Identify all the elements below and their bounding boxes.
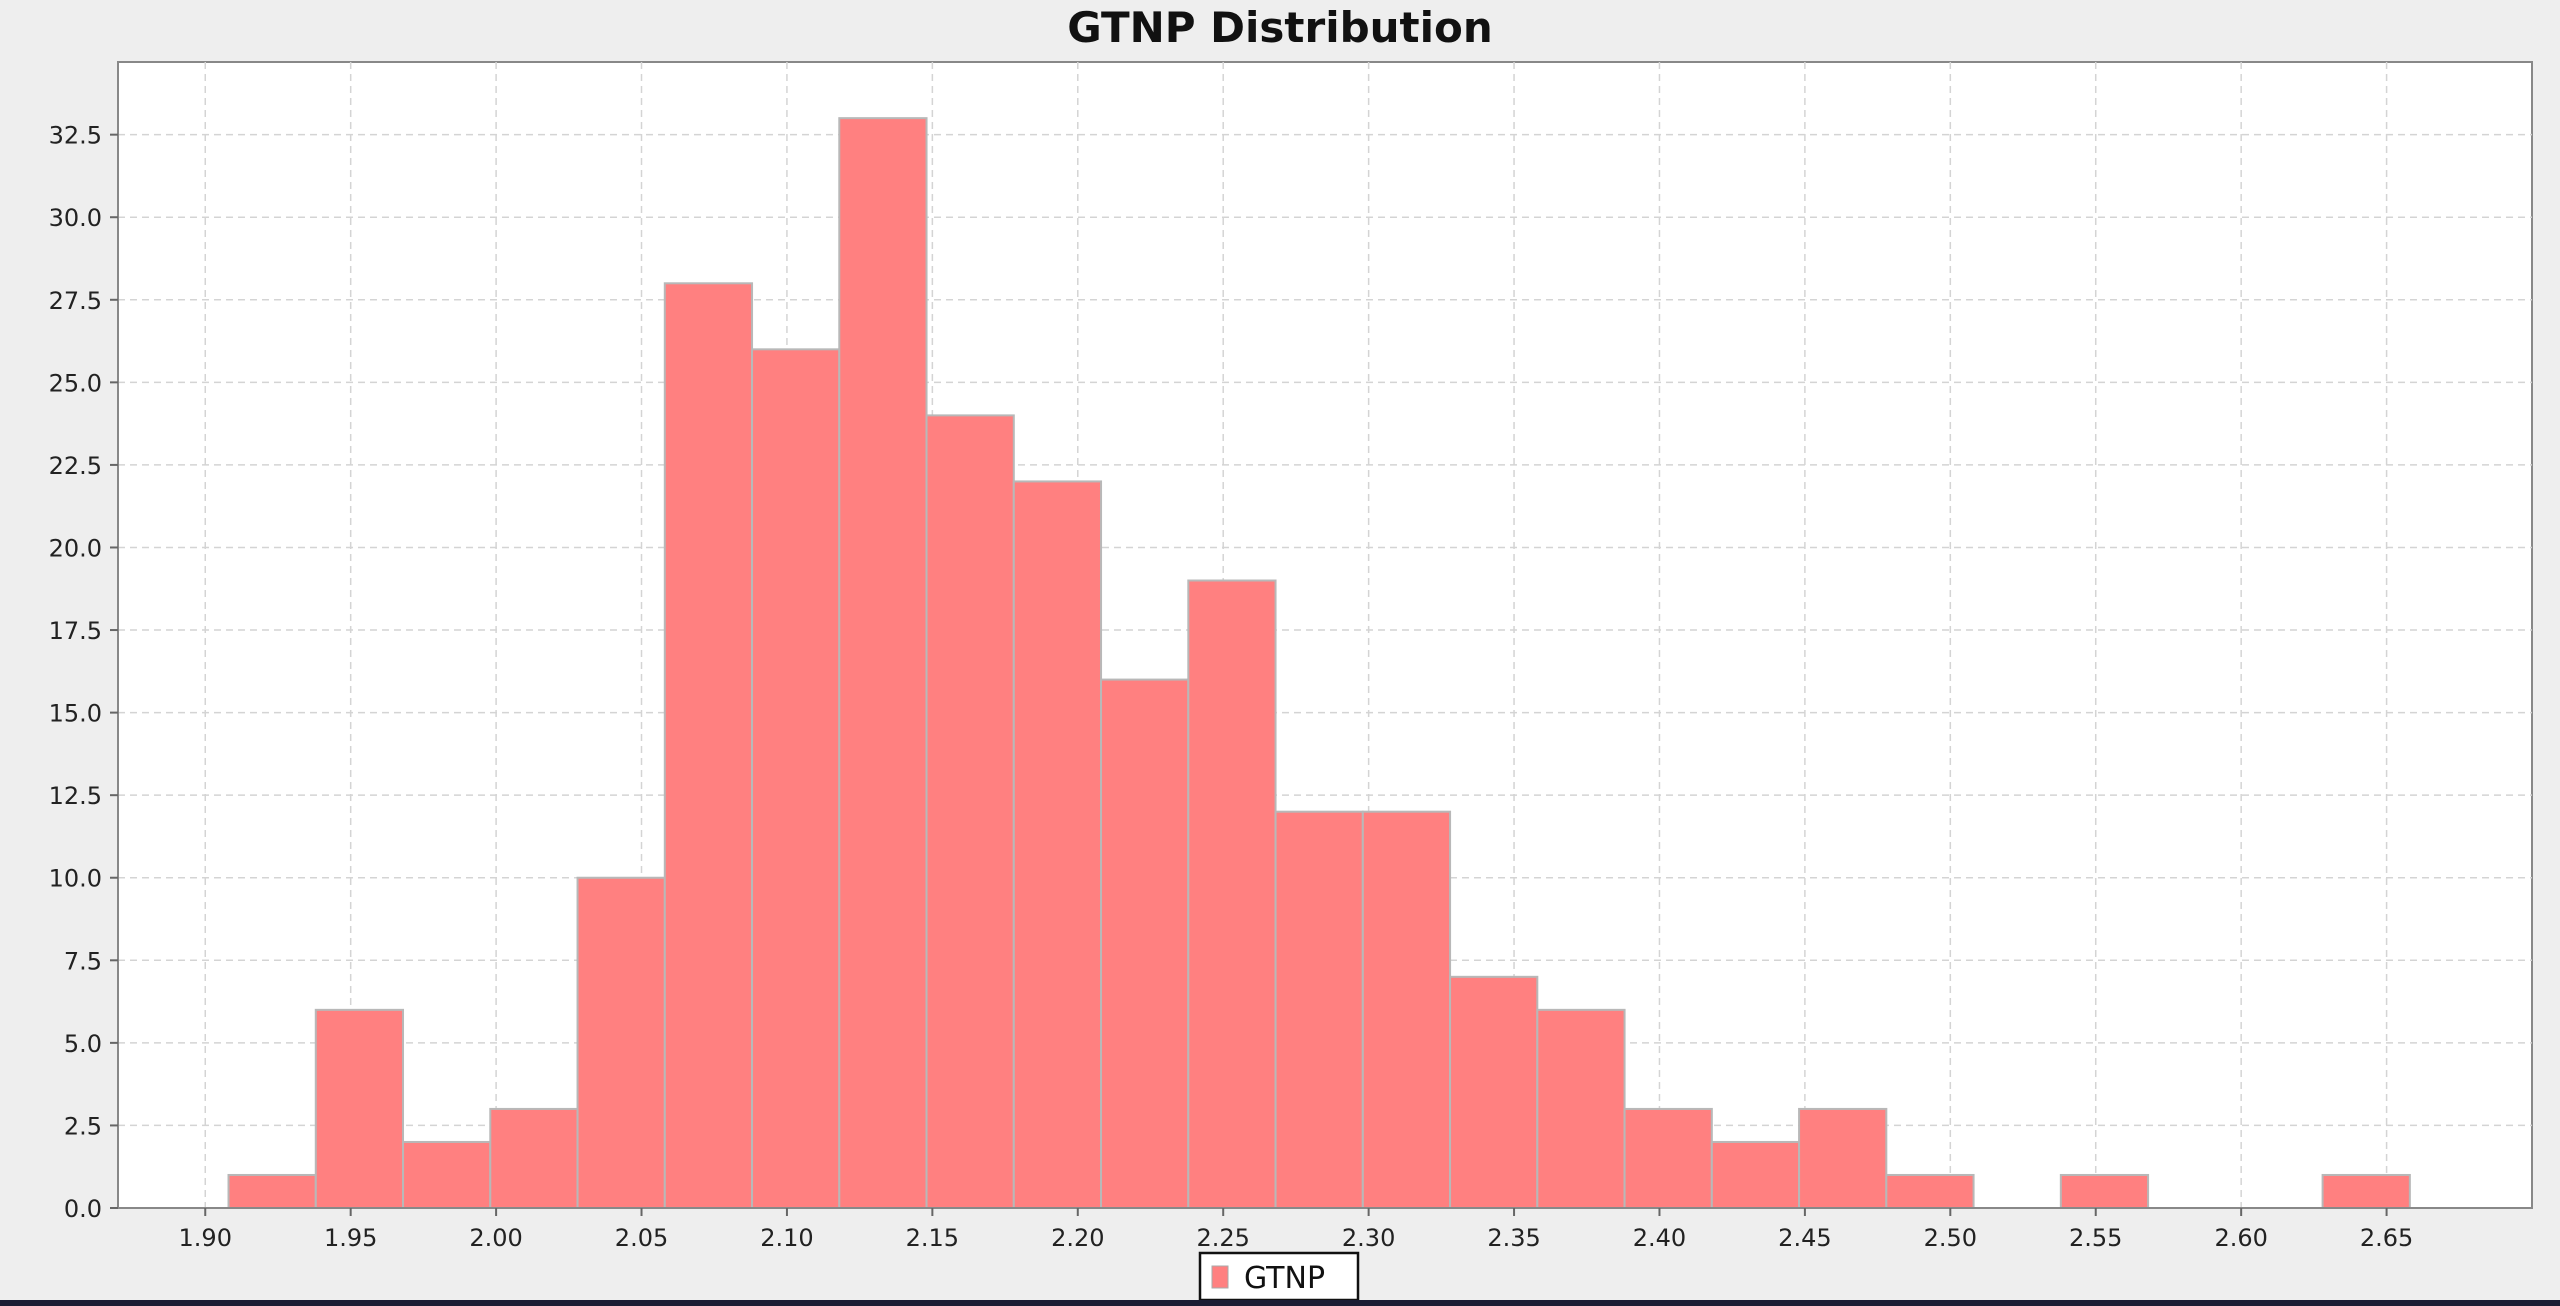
axes	[117, 62, 2532, 1209]
histogram-bar	[1710, 1140, 1801, 1209]
x-tick-label: 2.65	[2360, 1224, 2413, 1252]
x-axis-ticks: 1.90 1.95 2.00 2.05 2.10 2.15 2.20 2.25 2.30 2.35…	[179, 1208, 2413, 1252]
histogram-bar	[227, 1173, 317, 1210]
histogram-bar	[1536, 1008, 1626, 1209]
x-tick-label: 2.20	[1051, 1224, 1104, 1252]
x-tick-label: 2.40	[1633, 1224, 1686, 1252]
x-tick-label: 2.00	[469, 1224, 522, 1252]
histogram-bar	[1187, 579, 1277, 1209]
y-tick-label: 25.0	[49, 369, 102, 397]
x-tick-label: 2.30	[1342, 1224, 1395, 1252]
histogram-bar	[663, 282, 754, 1209]
y-tick-label: 17.5	[49, 617, 102, 645]
histogram-bar	[925, 414, 1015, 1210]
x-tick-label: 2.55	[2069, 1224, 2122, 1252]
histogram-bar	[1798, 1107, 1888, 1210]
histogram-bar	[2321, 1173, 2411, 1210]
y-tick-label: 22.5	[49, 452, 102, 480]
y-tick-label: 30.0	[49, 204, 102, 232]
y-tick-label: 10.0	[49, 865, 102, 893]
histogram-bar	[314, 1008, 405, 1209]
window-bottom-edge	[0, 1300, 2560, 1306]
y-tick-label: 7.5	[64, 947, 102, 975]
histogram-bar	[489, 1107, 579, 1210]
y-tick-label: 20.0	[49, 534, 102, 562]
histogram-bar	[1274, 810, 1364, 1210]
x-tick-label: 2.35	[1487, 1224, 1540, 1252]
y-tick-label: 5.0	[64, 1030, 102, 1058]
histogram-bar	[1012, 480, 1103, 1209]
x-tick-label: 1.95	[324, 1224, 377, 1252]
y-tick-label: 32.5	[49, 122, 102, 150]
x-tick-label: 1.90	[179, 1224, 232, 1252]
histogram-bar	[576, 876, 666, 1210]
x-tick-label: 2.15	[906, 1224, 959, 1252]
x-tick-label: 2.05	[615, 1224, 668, 1252]
legend: GTNP	[1198, 1251, 1360, 1302]
histogram-bar	[751, 348, 841, 1210]
histogram-bar	[1361, 810, 1452, 1210]
histogram-bar	[1885, 1173, 1975, 1210]
x-tick-label: 2.10	[760, 1224, 813, 1252]
legend-label-gtnp: GTNP	[1244, 1261, 1325, 1296]
y-tick-label: 2.5	[64, 1112, 102, 1140]
x-tick-label: 2.60	[2214, 1224, 2267, 1252]
y-tick-label: 12.5	[49, 782, 102, 810]
histogram-bar	[1449, 975, 1539, 1209]
x-tick-label: 2.25	[1196, 1224, 1249, 1252]
histogram-bar	[402, 1140, 492, 1209]
histogram-bar	[1623, 1107, 1713, 1210]
legend-swatch-gtnp	[1211, 1265, 1229, 1289]
x-tick-label: 2.50	[1924, 1224, 1977, 1252]
x-tick-label: 2.45	[1778, 1224, 1831, 1252]
histogram-bar	[1100, 678, 1190, 1209]
y-tick-label: 15.0	[49, 700, 102, 728]
histogram-bars	[227, 117, 2411, 1210]
chart-title: GTNP Distribution	[1067, 3, 1493, 52]
y-tick-label: 0.0	[64, 1195, 102, 1223]
histogram-bar	[838, 117, 928, 1210]
y-tick-label: 27.5	[49, 287, 102, 315]
histogram-bar	[2059, 1173, 2150, 1210]
y-axis-ticks: 0.0 2.5 5.0 7.5 10.0 12.5 15.0 17.5 20.0 22.5 25.0…	[49, 122, 118, 1223]
